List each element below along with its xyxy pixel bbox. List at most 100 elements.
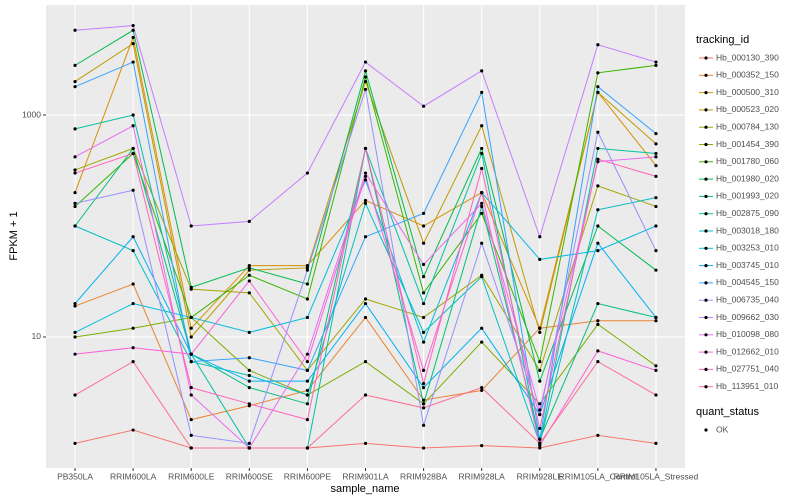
legend-label: Hb_004545_150 [716,277,779,287]
data-point [131,282,135,286]
data-point [480,385,484,390]
legend-label: Hb_000523_020 [716,104,779,114]
data-point [538,235,542,239]
data-point [538,408,542,412]
data-point [247,279,251,283]
data-point [421,330,426,334]
data-point [189,352,193,356]
data-point [247,385,251,390]
data-point [131,301,135,306]
data-point [538,446,542,450]
data-point [131,188,135,192]
data-point [305,446,310,450]
legend-point [704,194,708,198]
data-point [73,168,77,172]
x-tick-label: RRIM928LE [517,471,564,481]
data-point [305,268,310,272]
data-point [596,322,600,326]
data-point [480,211,484,215]
data-point [363,201,368,205]
data-point [305,379,310,383]
legend-point [704,73,708,77]
data-point [189,315,193,320]
data-point [131,249,135,253]
data-point [654,151,658,156]
legend-label: Hb_000352_150 [716,70,779,80]
data-point [654,132,658,136]
data-point [73,85,77,89]
data-point [421,398,426,402]
legend-title: tracking_id [696,34,749,46]
data-point [596,90,600,94]
x-tick-label: PB350LA [57,471,93,481]
data-point [73,352,77,356]
data-point [480,204,484,209]
legend-label: Hb_113951_010 [716,381,779,391]
data-point [654,224,658,228]
data-point [654,315,658,320]
data-point [247,263,251,268]
data-point [247,441,251,445]
legend-label: Hb_006735_040 [716,294,779,304]
data-point [305,282,310,286]
data-point [73,28,77,32]
data-point [73,204,77,209]
legend-point [704,385,708,389]
data-point [596,301,600,306]
data-point [421,368,426,372]
legend-label: Hb_000500_310 [716,87,779,97]
data-point [596,319,600,323]
legend-label: Hb_001993_020 [716,191,779,201]
legend-point [704,56,708,60]
data-point [596,349,600,353]
x-tick-label: RRIM600LE [168,471,215,481]
data-point [131,360,135,364]
y-tick-label: 1000 [22,109,41,119]
legend-label: Hb_027751_040 [716,364,779,374]
data-point [421,406,426,410]
data-point [189,360,193,364]
data-point [654,393,658,397]
x-tick-label: RRIM600PE [284,471,332,481]
data-point [363,171,368,175]
data-point [363,174,368,178]
data-point [363,178,368,182]
data-point [596,360,600,364]
data-point [596,146,600,151]
legend-label: Hb_001454_390 [716,139,779,149]
x-tick-label: RRIM901LA [342,471,389,481]
data-point [73,301,77,306]
data-point [538,257,542,262]
data-point [305,263,310,268]
data-point [654,249,658,253]
data-point [363,60,368,64]
data-point [596,43,600,47]
y-tick-label: 10 [32,331,42,341]
data-point [363,393,368,397]
data-point [480,326,484,330]
data-point [363,315,368,320]
legend-point [704,91,708,95]
data-point [654,364,658,368]
data-point [538,402,542,406]
data-point [596,157,600,161]
data-point [73,224,77,228]
data-point [654,174,658,178]
data-point [73,80,77,84]
data-point [538,379,542,383]
data-point [654,268,658,272]
data-point [596,71,600,75]
data-point [654,319,658,323]
data-point [480,151,484,156]
data-point [73,335,77,339]
data-point [363,87,368,92]
data-point [247,373,251,378]
data-point [189,224,193,228]
data-point [596,130,600,134]
data-point [480,124,484,128]
data-point [421,224,426,228]
legend-label: Hb_000784_130 [716,121,779,131]
legend-point [704,333,708,337]
x-axis-title: sample_name [330,483,399,495]
data-point [654,60,658,64]
